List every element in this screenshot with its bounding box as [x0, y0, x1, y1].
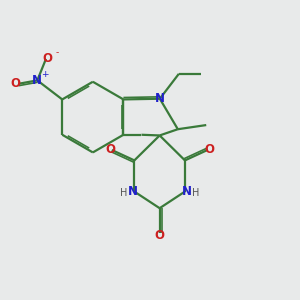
Text: O: O	[154, 230, 165, 242]
Text: N: N	[182, 185, 192, 198]
Text: N: N	[128, 185, 138, 198]
Text: O: O	[11, 77, 20, 90]
Text: O: O	[43, 52, 53, 65]
Text: H: H	[120, 188, 127, 198]
Text: +: +	[41, 70, 49, 79]
Text: O: O	[105, 143, 115, 157]
Text: N: N	[155, 92, 165, 105]
Text: -: -	[56, 48, 59, 57]
Text: H: H	[192, 188, 200, 198]
Text: N: N	[32, 74, 42, 87]
Text: O: O	[204, 143, 214, 157]
